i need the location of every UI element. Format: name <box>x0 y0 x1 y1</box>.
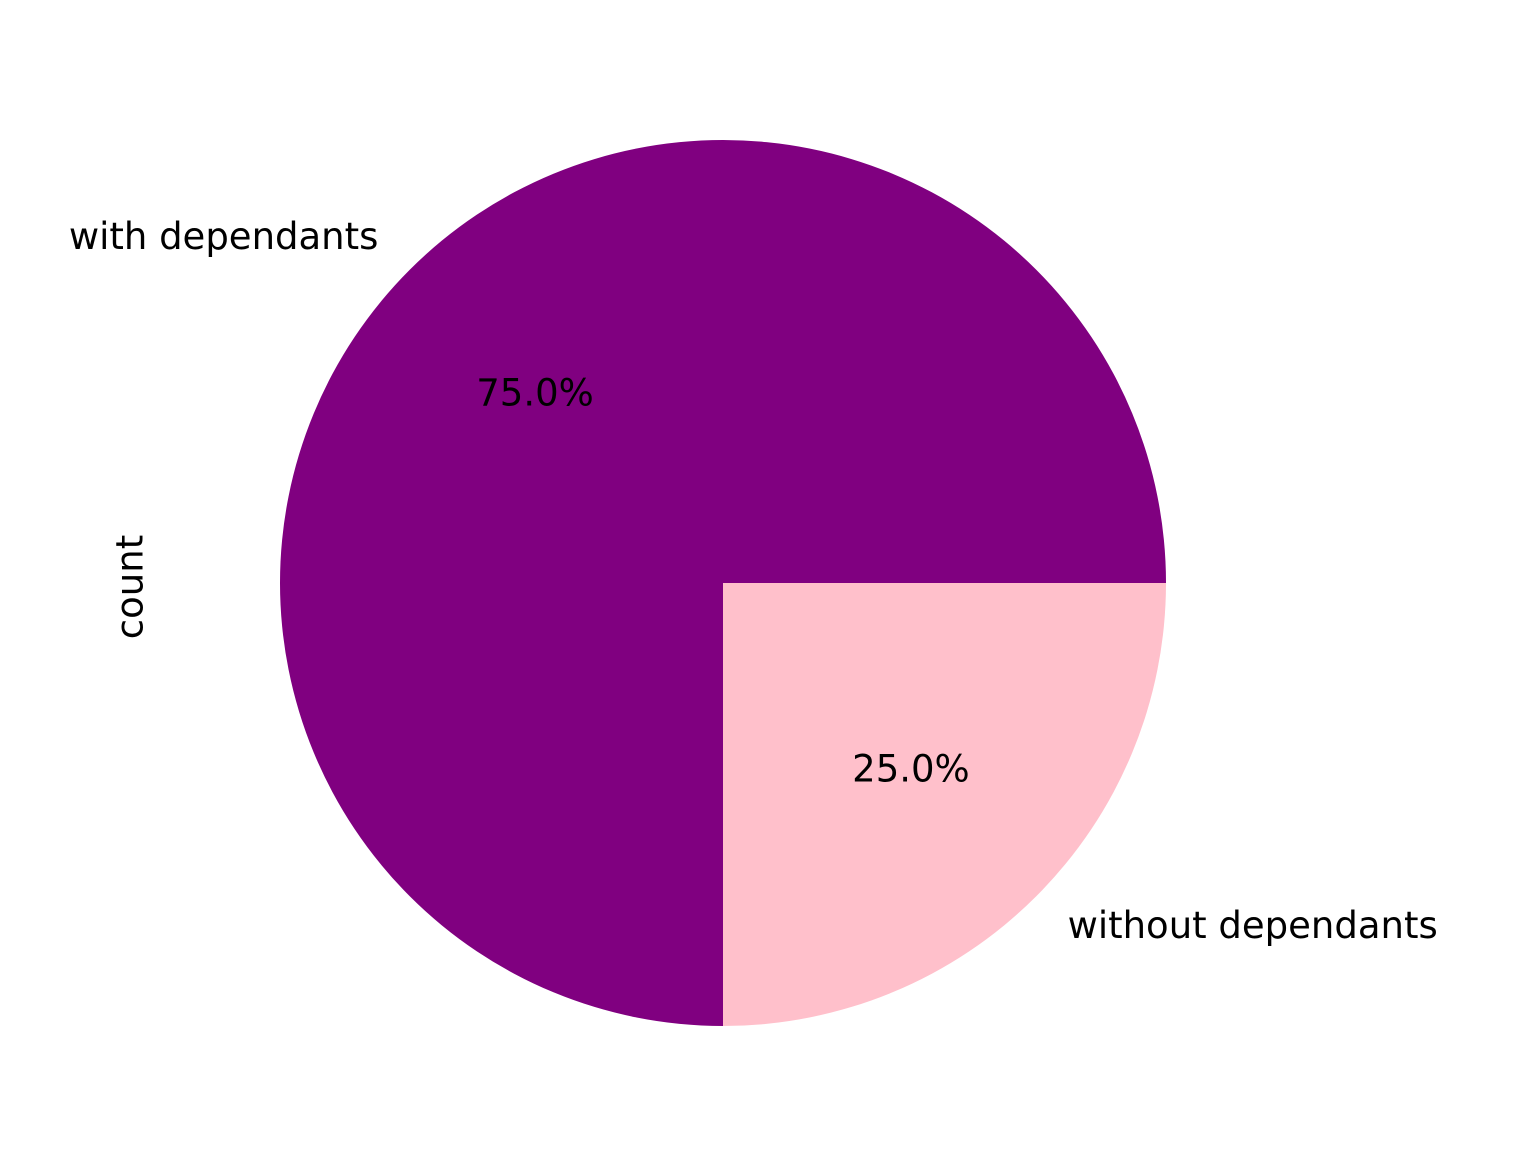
pie-slices <box>280 140 1166 1026</box>
y-axis-label: count <box>109 535 152 639</box>
slice-label: without dependants <box>1068 904 1438 947</box>
pie-slice-without-dependants <box>723 583 1166 1026</box>
slice-percent-label: 25.0% <box>852 747 970 790</box>
pie-labels: with dependants 75.0% without dependants 25… <box>69 215 1438 947</box>
slice-label: with dependants <box>69 215 379 258</box>
slice-percent-label: 75.0% <box>476 372 594 415</box>
